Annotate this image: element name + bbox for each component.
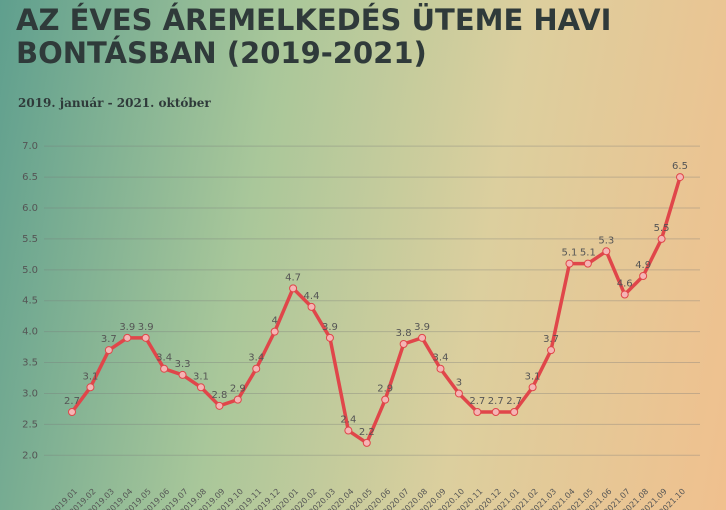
point xyxy=(436,364,445,373)
point xyxy=(252,364,261,373)
data-label: 5.5 xyxy=(654,223,670,234)
data-label: 2.4 xyxy=(340,415,356,426)
data-label: 5.1 xyxy=(562,248,578,259)
data-label: 2.9 xyxy=(377,384,393,395)
data-label: 3.7 xyxy=(101,334,117,345)
data-label: 4.4 xyxy=(304,291,320,302)
data-label: 3.1 xyxy=(193,371,209,382)
data-label: 3.8 xyxy=(396,328,412,339)
point xyxy=(68,408,76,416)
y-tick-label: 4.5 xyxy=(22,296,38,307)
data-label: 2.8 xyxy=(211,390,227,401)
y-tick-label: 6.5 xyxy=(22,172,38,183)
data-label: 3 xyxy=(456,377,462,388)
data-label: 2.7 xyxy=(506,396,522,407)
data-label: 4.7 xyxy=(285,272,301,283)
y-tick-label: 5.5 xyxy=(22,234,38,245)
point xyxy=(676,173,684,182)
point xyxy=(528,383,537,392)
data-label: 4.6 xyxy=(617,279,633,290)
y-tick-label: 2.0 xyxy=(22,450,38,461)
data-label: 3.9 xyxy=(138,322,154,333)
point xyxy=(399,340,408,348)
data-label: 3.4 xyxy=(248,353,264,364)
point xyxy=(344,426,353,435)
point xyxy=(491,408,500,416)
data-label: 3.4 xyxy=(433,353,449,364)
data-label: 3.7 xyxy=(543,334,559,345)
data-label: 4 xyxy=(271,316,277,327)
point xyxy=(86,383,95,392)
data-label: 3.9 xyxy=(322,322,338,333)
y-tick-label: 2.5 xyxy=(22,419,38,430)
data-label: 5.1 xyxy=(580,248,596,259)
y-tick-label: 5.0 xyxy=(22,265,38,276)
point xyxy=(141,333,150,342)
point xyxy=(325,333,334,342)
data-label: 2.7 xyxy=(64,396,80,407)
line xyxy=(70,176,682,445)
point xyxy=(362,438,371,447)
point xyxy=(104,346,113,355)
data-label: 3.4 xyxy=(156,353,172,364)
point xyxy=(639,272,648,280)
point xyxy=(418,333,427,342)
point xyxy=(215,401,224,410)
point xyxy=(381,395,390,404)
point xyxy=(657,234,666,243)
point xyxy=(123,333,132,342)
data-label: 3.1 xyxy=(82,371,98,382)
chart-subtitle: 2019. január - 2021. október xyxy=(18,96,211,110)
point xyxy=(289,284,298,293)
point xyxy=(510,408,519,416)
data-label: 5.3 xyxy=(598,235,614,246)
point xyxy=(547,346,556,355)
data-label: 2.7 xyxy=(469,396,485,407)
y-tick-label: 6.0 xyxy=(22,203,38,214)
point xyxy=(583,259,592,268)
point xyxy=(233,395,242,404)
point xyxy=(620,290,629,299)
data-label: 3.9 xyxy=(119,322,135,333)
data-label: 2.2 xyxy=(359,427,375,438)
data-label: 3.3 xyxy=(175,359,191,370)
data-label: 3.1 xyxy=(525,371,541,382)
data-label: 3.9 xyxy=(414,322,430,333)
y-tick-label: 7.0 xyxy=(22,141,38,152)
point xyxy=(565,259,574,268)
chart-title: AZ ÉVES ÁREMELKEDÉS ÜTEME HAVI BONTÁSBAN… xyxy=(16,3,612,70)
point xyxy=(473,408,482,416)
data-label: 2.7 xyxy=(488,396,504,407)
data-label: 6.5 xyxy=(672,161,688,172)
point xyxy=(454,389,463,398)
y-tick-label: 3.5 xyxy=(22,358,38,369)
point xyxy=(178,370,187,379)
point xyxy=(196,383,205,392)
data-label: 2.9 xyxy=(230,384,246,395)
data-label: 4.9 xyxy=(635,260,651,271)
point xyxy=(602,247,611,256)
point xyxy=(270,327,279,336)
point xyxy=(160,364,169,373)
y-tick-label: 4.0 xyxy=(22,327,38,338)
y-tick-label: 3.0 xyxy=(22,388,38,399)
point xyxy=(307,302,316,311)
